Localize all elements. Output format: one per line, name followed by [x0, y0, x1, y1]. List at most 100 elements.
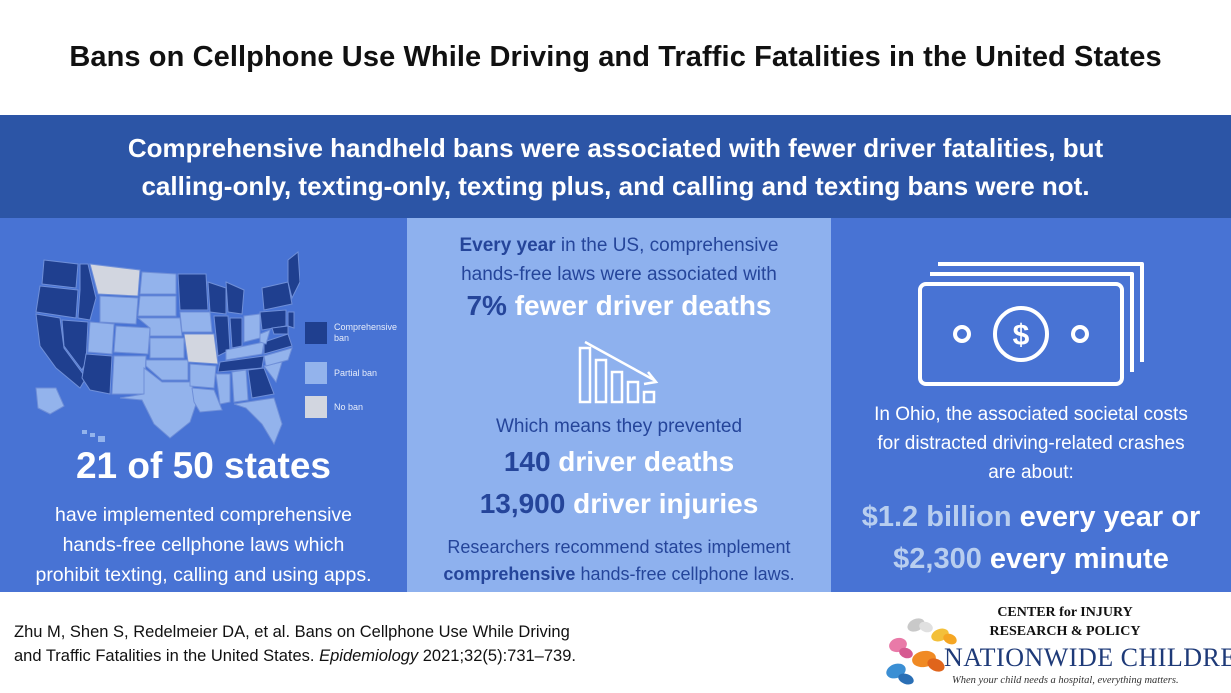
yearly-intro-line-1: Every year in the US, comprehensive — [407, 231, 831, 260]
states-stat: 21 of 50 states — [75, 445, 332, 486]
cost-per-minute-label: every minute — [981, 543, 1169, 575]
map-state-ok — [145, 359, 189, 381]
map-state-ne — [136, 317, 183, 337]
money-bill-icon: $ — [918, 262, 1144, 386]
yearly-intro-rest: in the US, comprehensive — [555, 235, 779, 256]
recommendation-line-1: Researchers recommend states implement — [447, 537, 791, 557]
cost-per-year-label: every year or — [1011, 501, 1201, 533]
nationwide-childrens-logo: CENTER for INJURY RESEARCH & POLICY NATI… — [880, 603, 1231, 691]
center-name-line-2: RESEARCH & POLICY — [989, 624, 1141, 639]
legend-label: No ban — [334, 401, 364, 412]
legend-item-comprehensive: Comprehensive ban — [305, 322, 402, 344]
map-state-ut — [87, 321, 115, 355]
us-map-icon — [35, 251, 300, 446]
map-state-ia — [179, 311, 213, 333]
recommendation-rest: hands-free cellphone laws. — [575, 564, 795, 584]
citation-line-2: and Traffic Fatalities in the United Sta… — [14, 644, 576, 668]
states-panel: Comprehensive ban Partial ban No ban 21 … — [0, 218, 407, 592]
map-state-wv — [259, 329, 271, 345]
fatalities-panel: Every year in the US, comprehensive hand… — [407, 218, 831, 592]
map-state-ar — [189, 363, 217, 389]
map-state-la — [191, 387, 223, 413]
hospital-tagline: When your child needs a hospital, everyt… — [952, 675, 1179, 686]
map-state-ny — [261, 281, 293, 311]
map-state-ks — [149, 337, 185, 359]
citation-details: 2021;32(5):731–739. — [418, 647, 576, 665]
legend-label: Comprehensive ban — [334, 322, 398, 343]
prevented-deaths-number: 140 — [503, 446, 551, 477]
ohio-description: In Ohio, the associated societal costs f… — [831, 400, 1231, 487]
map-state-wi — [207, 281, 227, 315]
map-state-mt — [89, 263, 141, 297]
map-state-hi — [82, 430, 105, 442]
map-state-tx — [119, 366, 199, 439]
legend-item-partial: Partial ban — [305, 362, 402, 384]
ohio-costs: $1.2 billion every year or $2,300 every … — [831, 496, 1231, 580]
map-state-wy — [99, 295, 139, 325]
title-bar: Bans on Cellphone Use While Driving and … — [0, 0, 1231, 115]
recommendation-bold: comprehensive — [443, 564, 576, 584]
states-desc-line: prohibit texting, calling and using apps… — [35, 564, 372, 586]
map-state-nj — [287, 311, 295, 329]
fewer-deaths-percent: 7% — [466, 290, 507, 321]
map-state-ca — [35, 313, 87, 389]
map-state-ms — [215, 373, 231, 405]
legend-swatch — [305, 362, 327, 384]
center-name-line-1: CENTER for INJURY — [997, 605, 1133, 620]
map-state-oh — [243, 313, 261, 343]
map-state-az — [81, 353, 113, 395]
legend-label: Partial ban — [334, 367, 378, 378]
map-state-in — [229, 317, 243, 349]
map-state-mo — [183, 333, 219, 365]
yearly-intro: Every year in the US, comprehensive hand… — [407, 231, 831, 289]
legend-item-no-ban: No ban — [305, 396, 402, 418]
page-title: Bans on Cellphone Use While Driving and … — [69, 41, 1162, 73]
prevented-injuries: 13,900 driver injuries — [407, 488, 831, 520]
prevented-injuries-number: 13,900 — [479, 488, 566, 519]
states-description: have implemented comprehensive hands-fre… — [0, 500, 407, 590]
map-state-va — [263, 333, 293, 355]
ohio-desc-line: In Ohio, the associated societal costs — [874, 404, 1188, 425]
map-state-ky — [225, 341, 265, 361]
map-state-fl — [233, 397, 283, 446]
recommendation-line-2: comprehensive hands-free cellphone laws. — [407, 561, 831, 588]
cost-per-minute-value: $2,300 — [893, 543, 982, 575]
prevented-injuries-label: driver injuries — [565, 488, 759, 519]
center-name: CENTER for INJURY RESEARCH & POLICY — [970, 603, 1160, 641]
states-desc-line: have implemented comprehensive — [55, 504, 352, 526]
map-state-co — [113, 325, 151, 355]
map-state-or — [35, 285, 79, 319]
map-state-wa — [41, 259, 79, 289]
cost-per-year-value: $1.2 billion — [861, 501, 1012, 533]
prevented-deaths-label: driver deaths — [550, 446, 735, 477]
fewer-deaths-stat: 7% fewer driver deaths — [407, 290, 831, 322]
cost-per-year: $1.2 billion every year or — [831, 496, 1231, 538]
butterflies-icon — [886, 618, 957, 685]
fewer-deaths-label: fewer driver deaths — [506, 290, 772, 321]
ohio-desc-line: are about: — [988, 462, 1074, 483]
map-state-sd — [137, 295, 177, 317]
citation-text: and Traffic Fatalities in the United Sta… — [14, 647, 320, 665]
map-state-nc — [263, 347, 293, 367]
map-state-new-england — [287, 251, 300, 300]
prevented-label: Which means they prevented — [495, 416, 743, 437]
map-state-nd — [139, 271, 177, 295]
map-state-mn — [177, 273, 209, 311]
hospital-name: NATIONWIDE CHILDREN'S — [944, 643, 1231, 672]
headline-banner: Comprehensive handheld bans were associa… — [0, 115, 1231, 218]
legend-swatch — [305, 396, 327, 418]
yearly-intro-bold: Every year — [459, 235, 556, 256]
map-state-mi — [225, 281, 245, 315]
citation-line-1: Zhu M, Shen S, Redelmeier DA, et al. Ban… — [14, 623, 570, 641]
map-state-ga — [247, 367, 275, 399]
ohio-desc-line: for distracted driving-related crashes — [877, 433, 1185, 454]
map-state-ak — [35, 387, 65, 415]
headline-line-2: calling-only, texting-only, texting plus… — [141, 170, 1090, 201]
citation-journal: Epidemiology — [319, 647, 419, 665]
map-state-id — [77, 263, 97, 321]
yearly-intro-line-2: hands-free laws were associated with — [461, 264, 777, 285]
recommendation: Researchers recommend states implement c… — [407, 534, 831, 588]
legend-swatch — [305, 322, 327, 344]
cost-per-minute: $2,300 every minute — [831, 538, 1231, 580]
states-desc-line: hands-free cellphone laws which — [62, 534, 345, 556]
